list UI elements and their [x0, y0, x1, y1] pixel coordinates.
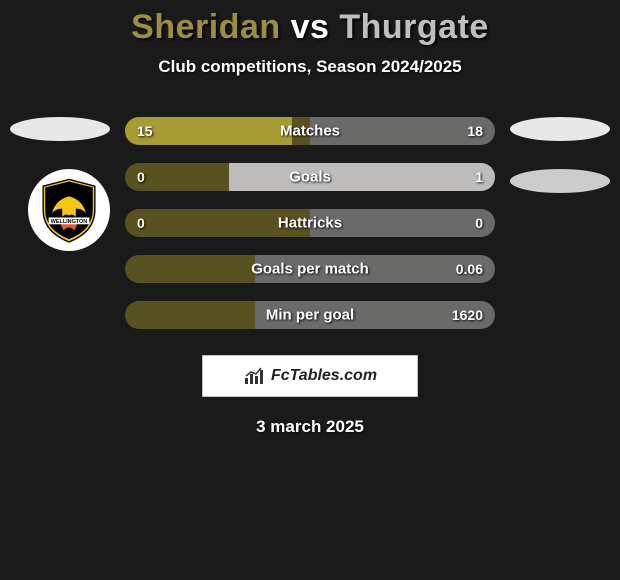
decor-ellipse-mid-right: [510, 169, 610, 193]
bar-right-fill: [229, 163, 495, 191]
bar-value-left: 0: [137, 169, 145, 185]
svg-text:WELLINGTON: WELLINGTON: [51, 219, 88, 225]
bar-label: Goals per match: [251, 261, 369, 278]
bar-value-right: 0: [475, 215, 483, 231]
bar-value-left: 0: [137, 215, 145, 231]
bar-value-left: 15: [137, 123, 153, 139]
bar-left-bg: [125, 301, 255, 329]
bar-left-bg: [125, 255, 255, 283]
player1-name: Sheridan: [131, 8, 280, 46]
bar-value-right: 1620: [452, 307, 483, 323]
brand-text: FcTables.com: [271, 367, 377, 385]
date-text: 3 march 2025: [0, 417, 620, 437]
brand-box[interactable]: FcTables.com: [202, 355, 418, 397]
subtitle: Club competitions, Season 2024/2025: [0, 57, 620, 77]
bar-label: Goals: [289, 169, 331, 186]
club-badge: WELLINGTON: [28, 169, 110, 251]
vs-text: vs: [291, 8, 330, 46]
bar-value-right: 0.06: [456, 261, 483, 277]
bar-label: Hattricks: [278, 215, 342, 232]
decor-ellipse-top-left: [10, 117, 110, 141]
stat-bar-row: Min per goal 1620: [125, 301, 495, 329]
stat-bar-row: Matches 15 18: [125, 117, 495, 145]
stat-bar-row: Goals 0 1: [125, 163, 495, 191]
bar-value-right: 1: [475, 169, 483, 185]
stat-bar-row: Hattricks 0 0: [125, 209, 495, 237]
bar-label: Matches: [280, 123, 340, 140]
bar-value-right: 18: [467, 123, 483, 139]
stat-bar-row: Goals per match 0.06: [125, 255, 495, 283]
club-badge-icon: WELLINGTON: [35, 176, 103, 244]
page-title: Sheridan vs Thurgate: [0, 8, 620, 47]
decor-ellipse-top-right: [510, 117, 610, 141]
chart-icon: [243, 366, 267, 386]
player2-name: Thurgate: [339, 8, 488, 46]
stat-bars: Matches 15 18 Goals 0 1 Hattricks 0 0 Goals per m…: [125, 117, 495, 329]
bar-label: Min per goal: [266, 307, 354, 324]
main-area: WELLINGTON Matches 15 18 Goals 0 1 Hattricks 0 0…: [0, 117, 620, 437]
comparison-card: Sheridan vs Thurgate Club competitions, …: [0, 0, 620, 437]
